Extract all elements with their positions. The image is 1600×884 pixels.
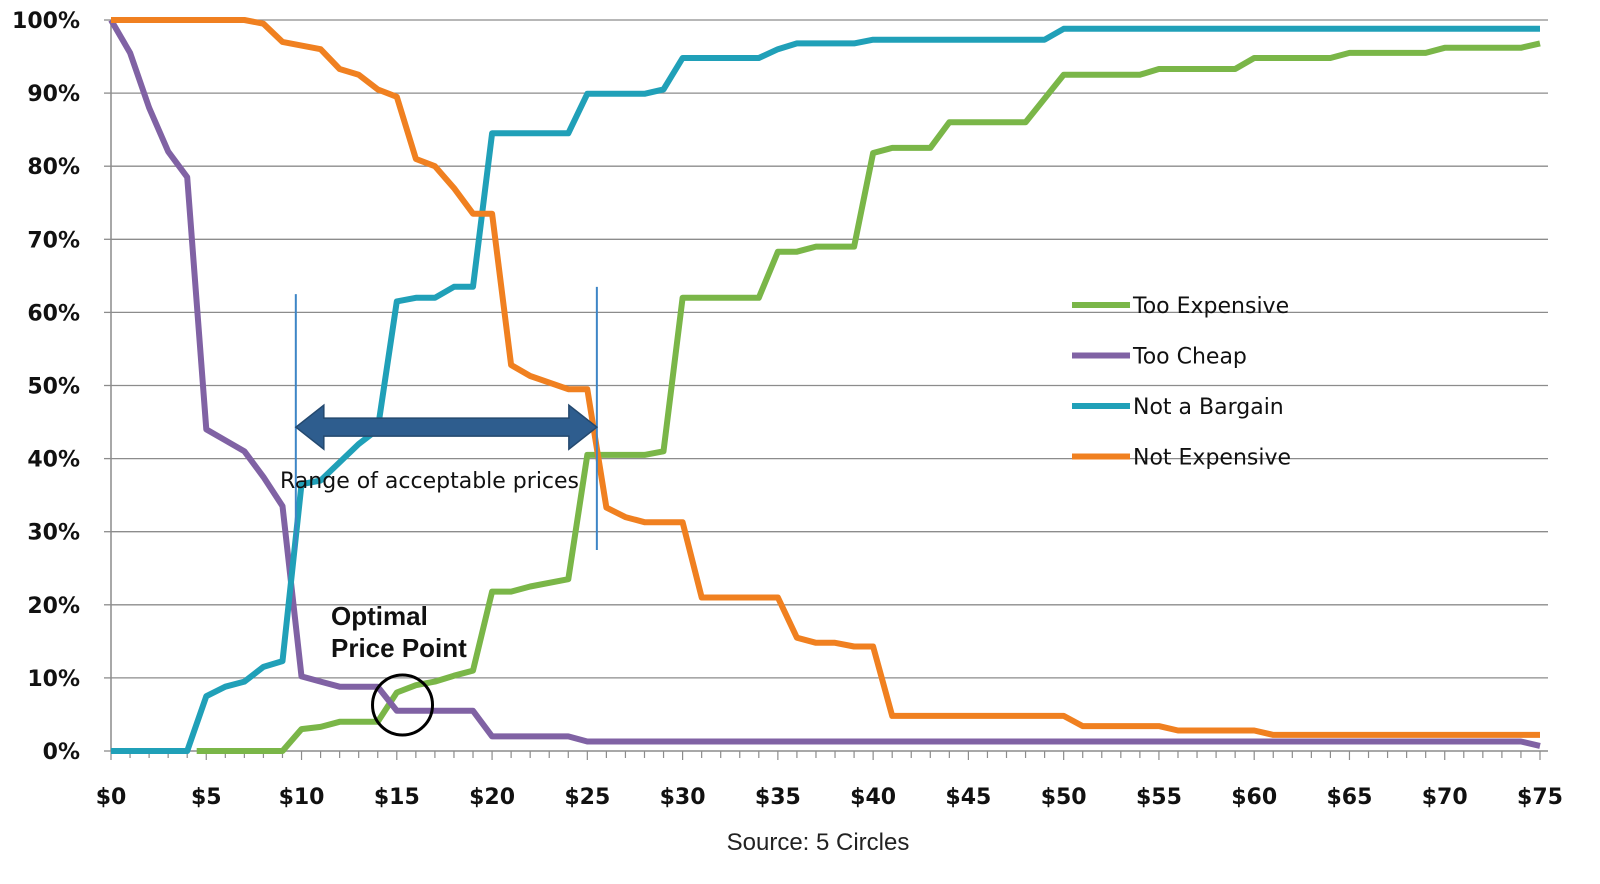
y-axis-tick-labels: 0% 10% 20% 30% 40% 50% 60% 70% 80% 90% 100% (12, 9, 80, 765)
range-arrow (294, 403, 599, 451)
y-tick-label: 40% (27, 448, 80, 473)
y-tick-label: 50% (27, 375, 80, 400)
legend-label: Too Cheap (1132, 345, 1247, 370)
y-tick-label: 60% (27, 301, 80, 326)
x-tick-label: $20 (469, 785, 515, 810)
x-tick-label: $65 (1326, 785, 1372, 810)
y-tick-label: 0% (43, 740, 80, 765)
x-tick-label: $0 (96, 785, 127, 810)
x-tick-label: $60 (1231, 785, 1277, 810)
axes (104, 19, 1548, 760)
series-line-not-expensive (111, 17, 1540, 738)
grid-lines (111, 19, 1548, 679)
legend-label: Not Expensive (1133, 446, 1291, 471)
x-tick-label: $30 (660, 785, 706, 810)
y-tick-label: 30% (27, 521, 80, 546)
source-note: Source: 5 Circles (727, 829, 910, 856)
y-tick-label: 20% (27, 594, 80, 619)
x-tick-label: $50 (1041, 785, 1087, 810)
x-tick-label: $45 (945, 785, 991, 810)
x-tick-label: $10 (279, 785, 325, 810)
optimal-price-label-line1: Optimal (331, 601, 428, 631)
legend-label: Too Expensive (1132, 294, 1289, 319)
y-tick-label: 90% (27, 82, 80, 107)
x-tick-label: $35 (755, 785, 801, 810)
x-tick-label: $70 (1422, 785, 1468, 810)
x-tick-label: $25 (564, 785, 610, 810)
y-tick-label: 80% (27, 155, 80, 180)
x-axis-tick-labels: $0 $5 $10 $15 $20 $25 $30 $35 $40 $45 $50 $55 $60 $65… (96, 785, 1563, 810)
y-tick-label: 100% (12, 9, 80, 34)
x-tick-label: $40 (850, 785, 896, 810)
y-tick-label: 10% (27, 667, 80, 692)
optimal-price-label-line2: Price Point (331, 633, 467, 663)
x-tick-label: $5 (191, 785, 222, 810)
y-tick-label: 70% (27, 228, 80, 253)
series-line-not-a-bargain (111, 25, 1540, 754)
x-tick-label: $15 (374, 785, 420, 810)
range-arrow-shape (294, 403, 599, 451)
reference-lines (294, 286, 598, 550)
range-label: Range of acceptable prices (280, 469, 579, 494)
optimal-point-ring (371, 673, 435, 737)
x-tick-label: $75 (1517, 785, 1563, 810)
series-line-too-expensive (196, 40, 1541, 754)
x-tick-label: $55 (1136, 785, 1182, 810)
legend: Too Expensive Too Cheap Not a Bargain Not E… (1072, 294, 1291, 471)
legend-label: Not a Bargain (1133, 395, 1284, 420)
series-line-too-cheap (108, 18, 1541, 749)
optimal-point-circle (371, 673, 435, 737)
